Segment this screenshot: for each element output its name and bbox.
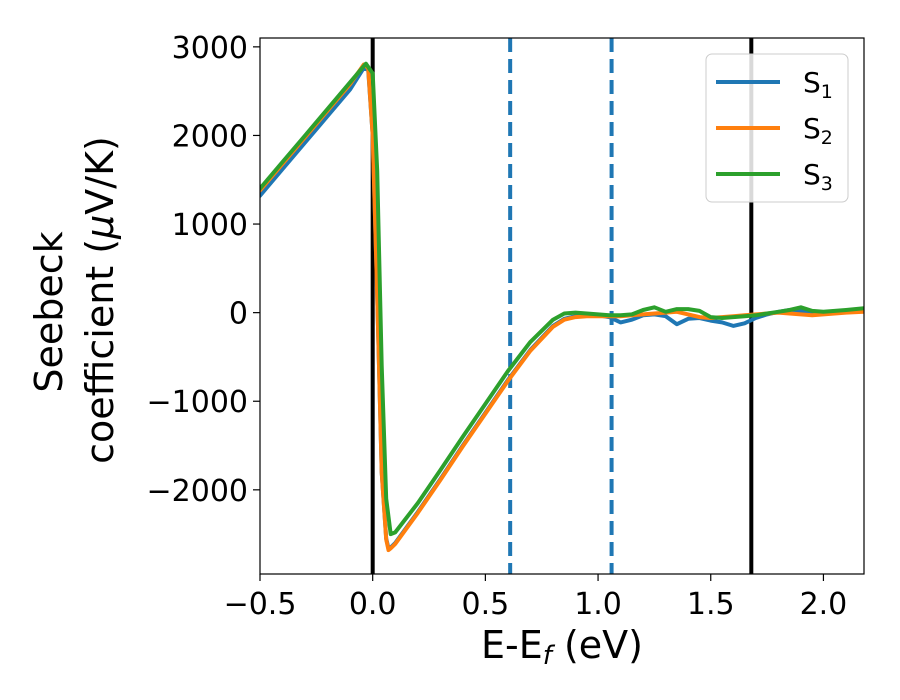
x-tick-label: 1.5 bbox=[687, 587, 735, 622]
plot-frame bbox=[259, 37, 865, 575]
legend-label-1: S1 bbox=[803, 66, 833, 103]
y-tick-label: 0 bbox=[229, 297, 248, 332]
legend: S1 S2 S3 bbox=[705, 53, 849, 203]
y-tick-label: 3000 bbox=[172, 31, 248, 66]
x-axis-ticks: −0.5 0.0 0.5 1.0 1.5 2.0 bbox=[224, 574, 848, 622]
x-tick-label: 2.0 bbox=[800, 587, 848, 622]
x-tick-label: 0.5 bbox=[462, 587, 510, 622]
x-tick-label: −0.5 bbox=[224, 587, 297, 622]
series-line-3 bbox=[260, 61, 864, 537]
y-axis-label-line1: Seebeck bbox=[27, 231, 71, 392]
y-axis-ticks: −2000 −1000 0 1000 2000 3000 bbox=[147, 31, 260, 509]
y-tick-label: −1000 bbox=[147, 385, 248, 420]
y-tick-label: −2000 bbox=[147, 474, 248, 509]
legend-label-2: S2 bbox=[803, 112, 833, 149]
y-tick-label: 1000 bbox=[172, 208, 248, 243]
series-layer bbox=[260, 61, 864, 553]
y-axis-label-line2: coefficient (μV/K) bbox=[78, 136, 122, 464]
y-tick-label: 2000 bbox=[172, 119, 248, 154]
legend-label-3: S3 bbox=[803, 158, 833, 195]
x-tick-label: 0.0 bbox=[349, 587, 397, 622]
x-tick-label: 1.0 bbox=[574, 587, 622, 622]
x-axis-label: E-Ef (eV) bbox=[481, 623, 643, 671]
